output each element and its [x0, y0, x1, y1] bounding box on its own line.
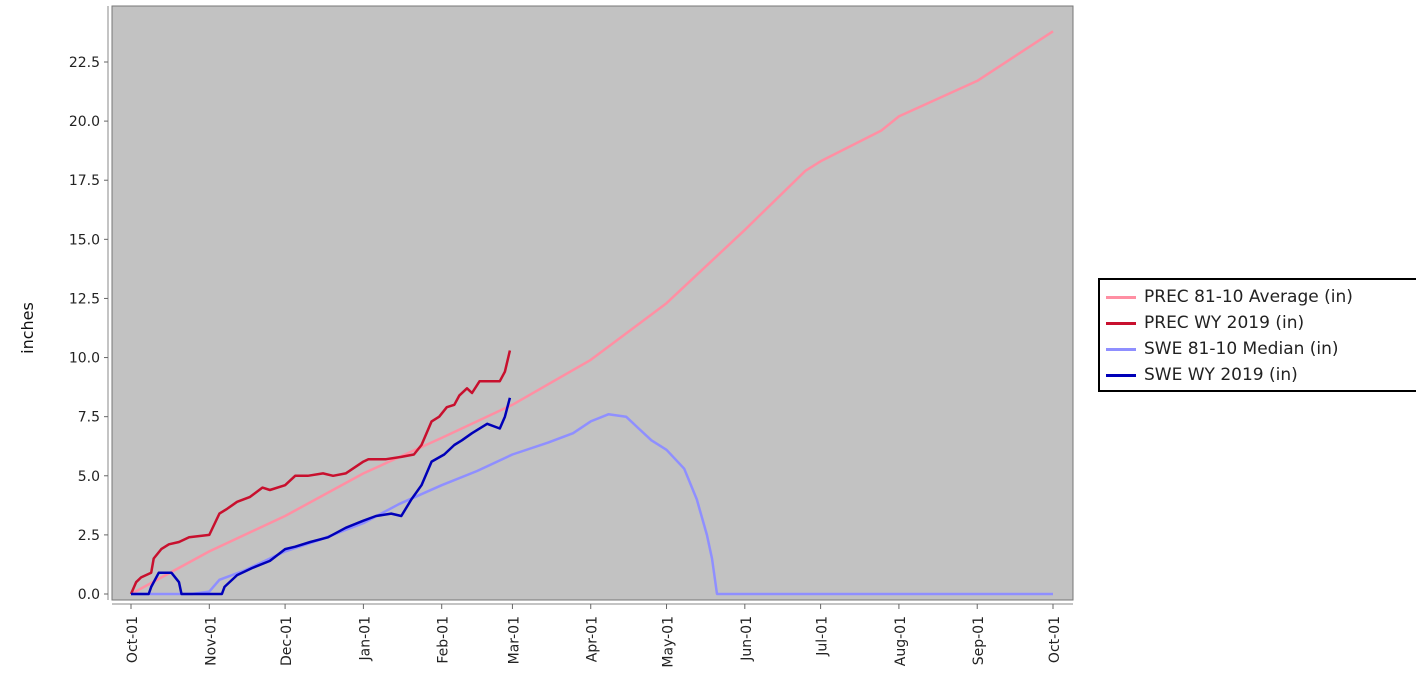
y-tick-label: 2.5 — [78, 528, 100, 544]
x-tick-label: Mar-01 — [506, 616, 522, 664]
y-tick-label: 10.0 — [69, 351, 100, 367]
series-line-1 — [130, 30, 1054, 596]
y-tick-label: 17.5 — [69, 173, 100, 189]
series-line-2 — [129, 350, 512, 595]
series-line-4 — [131, 397, 512, 596]
y-tick-label: 7.5 — [78, 410, 100, 426]
x-tick-label: Jun-01 — [739, 616, 755, 662]
legend-swatch — [1106, 347, 1136, 351]
legend-swatch — [1106, 295, 1136, 299]
legend-label: SWE 81-10 Median (in) — [1144, 339, 1339, 359]
y-axis-label: inches — [18, 302, 37, 354]
legend-item: PREC 81-10 Average (in) — [1106, 285, 1353, 309]
x-tick-label: Feb-01 — [436, 616, 452, 664]
x-tick-label: Jan-01 — [357, 616, 373, 661]
series-layer — [129, 30, 1054, 596]
legend-swatch — [1106, 321, 1136, 325]
y-tick-label: 5.0 — [78, 469, 100, 485]
plot-area — [111, 5, 1074, 601]
legend-label: PREC WY 2019 (in) — [1144, 313, 1305, 333]
x-tick-label: Apr-01 — [585, 616, 601, 662]
x-tick-label: Nov-01 — [203, 616, 219, 666]
x-tick-label: Sep-01 — [971, 616, 987, 665]
x-tick-label: Jul-01 — [815, 616, 831, 657]
y-tick-label: 12.5 — [69, 291, 100, 307]
x-tick-label: May-01 — [661, 616, 677, 668]
x-axis: Oct-01 Nov-01 Dec-01 Jan-01 Feb-01 Mar-01 Apr-… — [112, 603, 1073, 668]
x-tick-label: Aug-01 — [893, 616, 909, 666]
legend-label: SWE WY 2019 (in) — [1144, 365, 1298, 385]
y-tick-label: 22.5 — [69, 55, 100, 71]
legend-item: SWE WY 2019 (in) — [1106, 363, 1298, 387]
x-tick-label: Oct-01 — [125, 616, 141, 663]
x-tick-label: Oct-01 — [1047, 616, 1063, 663]
legend-swatch — [1106, 373, 1136, 377]
x-tick-label: Dec-01 — [279, 616, 295, 666]
legend-item: PREC WY 2019 (in) — [1106, 311, 1304, 335]
legend-label: PREC 81-10 Average (in) — [1144, 287, 1353, 307]
y-tick-label: 20.0 — [69, 114, 100, 130]
legend-item: SWE 81-10 Median (in) — [1106, 337, 1339, 361]
legend: PREC 81-10 Average (in) PREC WY 2019 (in)… — [1098, 278, 1416, 392]
y-tick-label: 15.0 — [69, 232, 100, 248]
y-axis: 0.0 2.5 5.0 7.5 10.0 12.5 15.0 17.5 20.0 22.5 — [69, 6, 109, 603]
y-tick-label: 0.0 — [78, 587, 100, 603]
